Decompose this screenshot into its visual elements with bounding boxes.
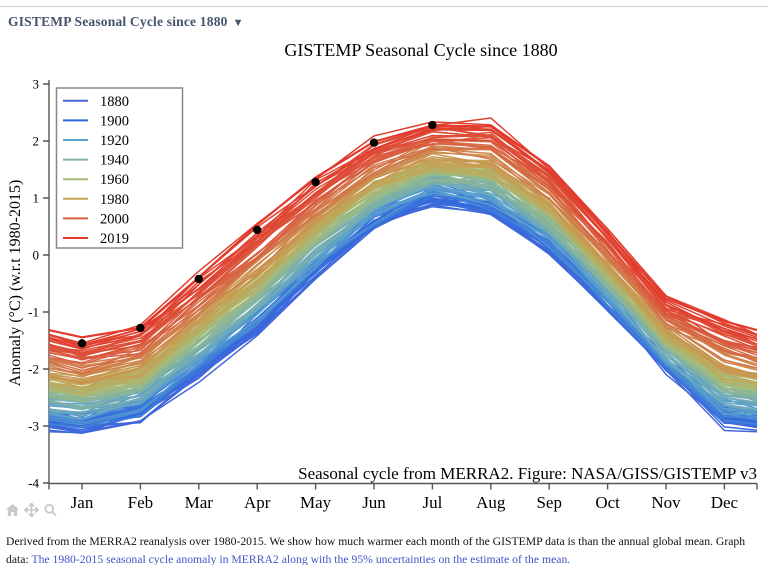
- legend-label-1980: 1980: [100, 192, 129, 208]
- legend-label-1880: 1880: [100, 94, 129, 110]
- legend: 1880 1900 1920 1940 1960 1980 2000 2019: [55, 87, 184, 249]
- chart-title: GISTEMP Seasonal Cycle since 1880: [284, 40, 557, 60]
- svg-text:Feb: Feb: [128, 493, 154, 512]
- svg-text:3: 3: [33, 77, 40, 92]
- svg-text:Jan: Jan: [71, 493, 94, 512]
- legend-label-2019: 2019: [100, 231, 129, 247]
- legend-label-1900: 1900: [100, 113, 129, 129]
- svg-text:-3: -3: [28, 419, 39, 434]
- legend-label-2000: 2000: [100, 211, 129, 227]
- svg-text:Apr: Apr: [244, 493, 271, 512]
- dropdown-label: GISTEMP Seasonal Cycle since 1880: [8, 14, 228, 29]
- svg-text:May: May: [300, 493, 332, 512]
- svg-text:Jun: Jun: [362, 493, 386, 512]
- svg-text:0: 0: [33, 248, 40, 263]
- legend-label-1920: 1920: [100, 133, 129, 149]
- seasonal-cycle-chart[interactable]: GISTEMP Seasonal Cycle since 1880 Anomal…: [0, 0, 768, 530]
- svg-text:Aug: Aug: [476, 493, 506, 512]
- caption-data-link[interactable]: The 1980-2015 seasonal cycle anomaly in …: [31, 553, 571, 565]
- pan-icon[interactable]: [24, 503, 39, 517]
- svg-text:Mar: Mar: [185, 493, 214, 512]
- top-divider: [0, 6, 768, 7]
- source-annotation: Seasonal cycle from MERRA2. Figure: NASA…: [298, 464, 757, 483]
- svg-text:-4: -4: [28, 476, 39, 491]
- caption-text: Derived from the MERRA2 reanalysis over …: [6, 535, 746, 565]
- chart-selector-dropdown[interactable]: GISTEMP Seasonal Cycle since 1880 ▼: [8, 14, 244, 30]
- zoom-icon[interactable]: [43, 503, 58, 517]
- svg-text:Sep: Sep: [536, 493, 562, 512]
- svg-text:Oct: Oct: [595, 493, 620, 512]
- legend-label-1940: 1940: [100, 153, 129, 169]
- svg-text:Dec: Dec: [711, 493, 739, 512]
- home-icon[interactable]: [5, 503, 20, 517]
- figure-caption: Derived from the MERRA2 reanalysis over …: [6, 533, 762, 565]
- svg-text:-2: -2: [28, 362, 39, 377]
- svg-text:2: 2: [33, 134, 40, 149]
- y-axis-title: Anomaly (°C) (w.r.t 1980-2015): [7, 180, 24, 387]
- svg-text:Nov: Nov: [651, 493, 681, 512]
- chart-toolbar: [5, 503, 58, 517]
- observed-2019-dots: [77, 120, 437, 348]
- legend-label-1960: 1960: [100, 172, 129, 188]
- axes: 3 2 1 0 -1 -2 -3 -4 Jan Feb Mar Apr May Jun Jul Aug Sep O…: [28, 77, 758, 512]
- chevron-down-icon: ▼: [232, 17, 244, 29]
- seasonal-cycle-lines: [48, 117, 758, 434]
- svg-text:-1: -1: [28, 305, 39, 320]
- svg-text:Jul: Jul: [422, 493, 442, 512]
- svg-text:1: 1: [33, 191, 40, 206]
